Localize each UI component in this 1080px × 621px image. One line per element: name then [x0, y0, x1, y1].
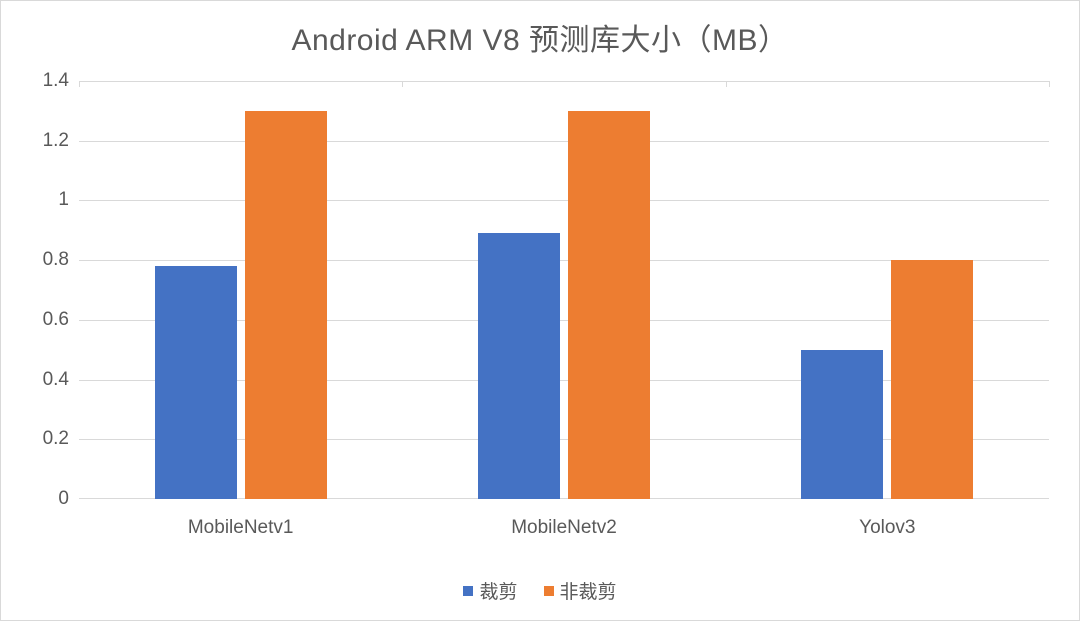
legend-item: 非裁剪 [544, 577, 617, 604]
legend: 裁剪 非裁剪 [1, 577, 1079, 604]
bar [891, 260, 973, 499]
legend-label: 非裁剪 [560, 577, 617, 604]
bar [478, 233, 560, 499]
chart-container: Android ARM V8 预测库大小（MB） 00.20.40.60.811… [0, 0, 1080, 621]
x-tick [1049, 81, 1050, 87]
y-tick-label: 0.2 [43, 428, 79, 450]
x-tick [402, 81, 403, 87]
chart-title: Android ARM V8 预测库大小（MB） [1, 15, 1079, 59]
x-tick [79, 81, 80, 87]
bar [155, 266, 237, 499]
y-tick-label: 1.4 [43, 70, 79, 92]
plot-area: 00.20.40.60.811.21.4 [79, 81, 1049, 499]
legend-item: 裁剪 [463, 577, 517, 604]
grid-line [79, 200, 1049, 201]
grid-line [79, 141, 1049, 142]
x-tick-label: MobileNetv2 [511, 517, 617, 539]
legend-label: 裁剪 [479, 577, 517, 604]
bar [245, 111, 327, 499]
bar [801, 350, 883, 499]
x-tick-label: Yolov3 [859, 517, 915, 539]
y-tick-label: 1 [58, 189, 79, 211]
y-tick-label: 0 [58, 488, 79, 510]
x-axis-labels: MobileNetv1 MobileNetv2 Yolov3 [79, 509, 1049, 539]
y-tick-label: 0.4 [43, 369, 79, 391]
legend-swatch [544, 586, 554, 596]
y-tick-label: 0.6 [43, 309, 79, 331]
y-tick-label: 1.2 [43, 130, 79, 152]
y-tick-label: 0.8 [43, 249, 79, 271]
x-tick [726, 81, 727, 87]
grid-line [79, 81, 1049, 82]
bar [568, 111, 650, 499]
legend-swatch [463, 586, 473, 596]
x-tick-label: MobileNetv1 [188, 517, 294, 539]
